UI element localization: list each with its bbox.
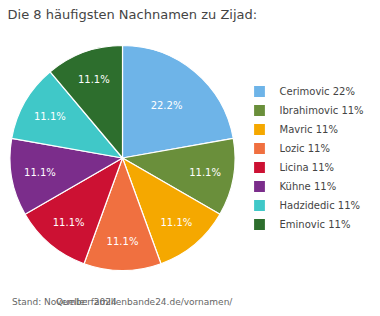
svg-text:Die 8 häufigsten Nachnamen zu: Die 8 häufigsten Nachnamen zu Zijad: [8,7,258,22]
svg-text:Kühne 11%: Kühne 11% [280,181,337,192]
svg-text:Quelle: familienbande24.de/vor: Quelle: familienbande24.de/vornamen/ [56,297,233,307]
svg-text:Ibrahimovic 11%: Ibrahimovic 11% [280,105,364,116]
svg-text:11.1%: 11.1% [78,74,110,85]
svg-text:Licina 11%: Licina 11% [280,162,335,173]
svg-text:11.1%: 11.1% [24,167,56,178]
svg-text:Stand: November 2024: Stand: November 2024 [12,297,117,307]
svg-text:Mavric 11%: Mavric 11% [280,124,338,135]
svg-text:11.1%: 11.1% [53,217,85,228]
svg-text:11.1%: 11.1% [34,111,66,122]
svg-text:Hadzidedic 11%: Hadzidedic 11% [280,200,361,211]
svg-text:22.2%: 22.2% [151,100,183,111]
svg-text:11.1%: 11.1% [107,236,139,247]
svg-text:Eminovic 11%: Eminovic 11% [280,219,351,230]
svg-text:11.1%: 11.1% [160,217,192,228]
svg-text:11.1%: 11.1% [189,167,221,178]
svg-text:Cerimovic 22%: Cerimovic 22% [280,86,355,97]
svg-text:Lozic 11%: Lozic 11% [280,143,330,154]
